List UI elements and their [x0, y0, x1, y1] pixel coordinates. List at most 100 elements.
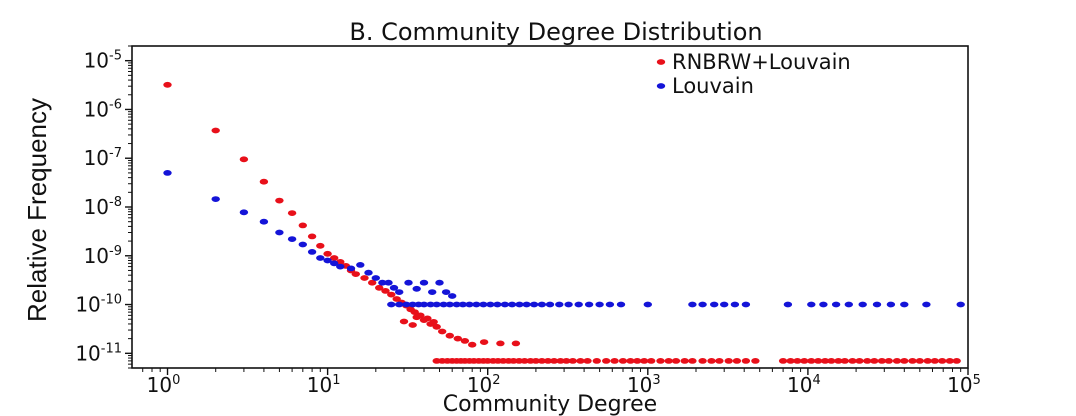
- data-point-rnbrw-louvain: [429, 319, 438, 325]
- data-point-rnbrw-louvain: [330, 255, 339, 261]
- data-point-rnbrw-louvain: [751, 358, 760, 364]
- data-point-rnbrw-louvain: [827, 358, 836, 364]
- data-point-rnbrw-louvain: [715, 358, 724, 364]
- data-point-rnbrw-louvain: [387, 291, 396, 298]
- data-point-rnbrw-louvain: [583, 358, 592, 364]
- data-point-rnbrw-louvain: [741, 358, 751, 364]
- data-point-rnbrw-louvain: [707, 358, 716, 364]
- data-point-rnbrw-louvain: [543, 358, 553, 364]
- data-point-louvain: [858, 301, 867, 308]
- data-point-louvain: [574, 301, 583, 308]
- data-point-rnbrw-louvain: [656, 358, 665, 364]
- data-point-louvain: [211, 196, 220, 203]
- data-point-louvain: [479, 301, 488, 308]
- data-point-rnbrw-louvain: [884, 358, 893, 364]
- data-point-rnbrw-louvain: [432, 323, 441, 330]
- data-point-rnbrw-louvain: [592, 358, 601, 364]
- data-point-louvain: [419, 279, 429, 286]
- data-point-rnbrw-louvain: [786, 358, 795, 364]
- y-tick-label: 10-6: [84, 97, 122, 121]
- data-point-rnbrw-louvain: [626, 358, 635, 364]
- data-point-rnbrw-louvain: [163, 81, 172, 88]
- data-point-rnbrw-louvain: [460, 338, 470, 344]
- y-tick-label: 10-7: [84, 146, 122, 170]
- x-tick-label: 100: [147, 373, 181, 397]
- data-point-rnbrw-louvain: [375, 284, 384, 291]
- data-point-louvain: [287, 236, 297, 243]
- data-point-rnbrw-louvain: [568, 358, 577, 364]
- data-point-rnbrw-louvain: [307, 233, 317, 240]
- data-point-louvain: [819, 301, 828, 308]
- data-point-rnbrw-louvain: [259, 178, 269, 185]
- data-point-rnbrw-louvain: [633, 358, 642, 364]
- data-point-louvain: [529, 301, 539, 308]
- data-point-rnbrw-louvain: [930, 358, 939, 364]
- data-point-louvain: [698, 301, 707, 308]
- data-point-rnbrw-louvain: [556, 358, 565, 364]
- data-point-rnbrw-louvain: [511, 340, 521, 347]
- data-point-rnbrw-louvain: [496, 340, 505, 347]
- data-point-rnbrw-louvain: [834, 358, 843, 364]
- data-point-louvain: [364, 269, 373, 276]
- data-point-rnbrw-louvain: [562, 358, 571, 364]
- data-point-louvain: [336, 263, 345, 270]
- data-point-louvain: [402, 301, 411, 308]
- data-point-louvain: [493, 301, 502, 308]
- data-point-rnbrw-louvain: [468, 341, 477, 348]
- data-point-rnbrw-louvain: [640, 358, 649, 364]
- data-point-louvain: [435, 279, 444, 286]
- x-axis-label: Community Degree: [443, 392, 657, 416]
- data-point-rnbrw-louvain: [915, 358, 924, 364]
- data-point-louvain: [389, 284, 399, 291]
- data-point-rnbrw-louvain: [412, 314, 421, 321]
- data-point-louvain: [371, 275, 380, 281]
- data-point-louvain: [595, 301, 604, 308]
- data-point-louvain: [412, 285, 421, 292]
- data-point-rnbrw-louvain: [381, 288, 390, 294]
- data-point-rnbrw-louvain: [671, 358, 681, 364]
- data-point-rnbrw-louvain: [576, 358, 585, 364]
- data-point-louvain: [419, 301, 429, 308]
- data-point-rnbrw-louvain: [680, 358, 689, 364]
- data-point-louvain: [384, 279, 393, 286]
- data-point-rnbrw-louvain: [793, 358, 802, 364]
- data-point-rnbrw-louvain: [848, 358, 857, 364]
- data-point-rnbrw-louvain: [855, 358, 864, 364]
- data-point-louvain: [452, 301, 461, 308]
- data-point-louvain: [886, 301, 896, 308]
- data-point-rnbrw-louvain: [618, 358, 628, 364]
- data-point-louvain: [439, 301, 448, 308]
- data-point-rnbrw-louvain: [275, 197, 284, 204]
- data-point-rnbrw-louvain: [732, 358, 742, 364]
- y-axis-label-group: Relative Frequency: [22, 98, 52, 322]
- data-point-rnbrw-louvain: [298, 222, 307, 229]
- data-point-rnbrw-louvain: [664, 358, 673, 364]
- data-point-rnbrw-louvain: [820, 358, 830, 364]
- data-point-louvain: [378, 279, 387, 286]
- data-point-louvain: [408, 301, 417, 308]
- data-point-louvain: [807, 301, 816, 308]
- data-point-rnbrw-louvain: [399, 318, 409, 325]
- chart-title: B. Community Degree Distribution: [349, 18, 762, 46]
- legend-label-louvain: Louvain: [672, 74, 754, 98]
- data-point-louvain: [316, 255, 325, 261]
- data-point-louvain: [616, 301, 626, 308]
- data-point-rnbrw-louvain: [520, 358, 529, 364]
- data-point-rnbrw-louvain: [800, 358, 809, 364]
- data-point-louvain: [330, 260, 339, 267]
- data-point-louvain: [500, 301, 510, 308]
- data-point-louvain: [163, 170, 172, 176]
- data-point-rnbrw-louvain: [410, 309, 419, 315]
- axis-tick-labels: 100 101 102 103 104 105 10-5 10-6 10-7 10-8 10-9 10…: [75, 49, 981, 397]
- data-point-rnbrw-louvain: [938, 358, 947, 364]
- data-point-louvain: [432, 301, 441, 308]
- data-point-louvain: [298, 241, 307, 248]
- data-point-louvain: [564, 301, 573, 308]
- data-point-rnbrw-louvain: [945, 358, 954, 364]
- data-point-louvain: [507, 301, 517, 308]
- data-point-rnbrw-louvain: [479, 339, 489, 345]
- data-point-louvain: [404, 279, 413, 286]
- data-point-rnbrw-louvain: [537, 358, 547, 364]
- data-point-louvain: [259, 218, 269, 225]
- data-point-rnbrw-louvain: [863, 358, 872, 364]
